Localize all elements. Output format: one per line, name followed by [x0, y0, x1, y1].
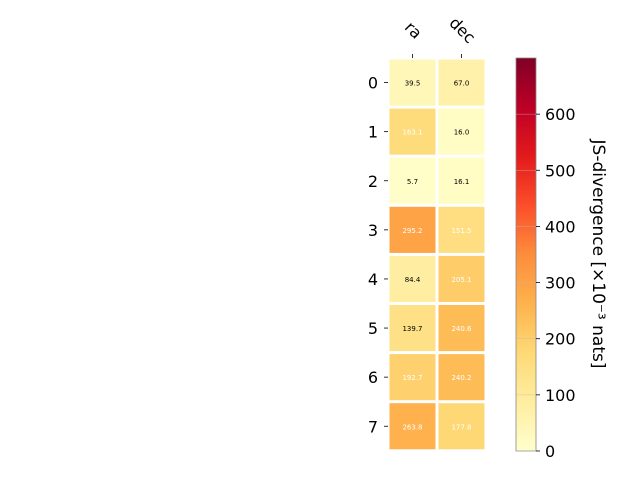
colorbar-ticks: 0 100 200 300 400 500 600: [516, 105, 576, 461]
colorbar-tick-label: 0: [545, 442, 555, 461]
colorbar-label: JS-divergence [×10⁻³ nats]: [588, 139, 608, 369]
row-tick-label: 6: [368, 368, 378, 387]
cell-value-label: 192.7: [402, 374, 422, 382]
cell-value-label: 16.1: [454, 178, 470, 186]
colorbar-tick-label: 300: [545, 274, 576, 293]
colorbar: [515, 57, 537, 452]
heatmap-cell: [438, 354, 485, 401]
cell-value-label: 151.5: [451, 227, 471, 235]
colorbar-tick-label: 100: [545, 386, 576, 405]
cell-value-label: 240.2: [451, 374, 471, 382]
cell-value-label: 263.8: [402, 423, 422, 431]
heatmap-cell: [438, 305, 485, 352]
heatmap-cell: [389, 108, 436, 155]
colorbar-tick-label: 500: [545, 161, 576, 180]
colorbar-tick-label: 400: [545, 217, 576, 236]
heatmap-cells: [389, 59, 485, 450]
row-tick-label: 2: [368, 172, 378, 191]
heatmap-cell: [438, 59, 485, 106]
cell-value-label: 177.8: [451, 423, 471, 431]
heatmap-cell: [389, 354, 436, 401]
colorbar-tick-label: 200: [545, 330, 576, 349]
cell-value-label: 67.0: [454, 80, 470, 88]
row-tick-label: 7: [368, 417, 378, 436]
row-tick-label: 3: [368, 221, 378, 240]
heatmap-cell: [389, 59, 436, 106]
cell-value-label: 163.1: [402, 129, 422, 137]
cell-value-label: 240.6: [451, 325, 472, 333]
cell-value-label: 16.0: [454, 129, 470, 137]
column-axis: ra dec: [401, 13, 479, 58]
cell-value-label: 39.5: [405, 80, 421, 88]
cell-value-label: 5.7: [407, 178, 418, 186]
heatmap-cell: [438, 206, 485, 253]
heatmap-cell: [389, 206, 436, 253]
cell-value-label: 205.1: [451, 276, 471, 284]
heatmap-cell: [389, 157, 436, 204]
row-tick-label: 5: [368, 319, 378, 338]
heatmap-cell: [438, 157, 485, 204]
row-tick-label: 4: [368, 270, 378, 289]
cell-value-label: 84.4: [405, 276, 421, 284]
heatmap-cell: [389, 305, 436, 352]
heatmap-cell: [438, 403, 485, 450]
column-tick-label: ra: [401, 18, 426, 43]
row-axis: 0 1 2 3 4 5 6 7: [368, 74, 388, 436]
row-tick-label: 0: [368, 74, 378, 93]
heatmap-cell: [438, 255, 485, 302]
column-tick-label: dec: [445, 13, 479, 47]
cell-value-label: 295.2: [402, 227, 422, 235]
colorbar-tick-label: 600: [545, 105, 576, 124]
heatmap-cell: [438, 108, 485, 155]
cell-value-label: 139.7: [402, 325, 422, 333]
heatmap-cell: [389, 403, 436, 450]
heatmap-cell: [389, 255, 436, 302]
cell-value-labels: 39.5 67.0 163.1 16.0 5.7 16.1 295.2 151.5 84.4 20…: [402, 80, 472, 432]
row-tick-label: 1: [368, 123, 378, 142]
